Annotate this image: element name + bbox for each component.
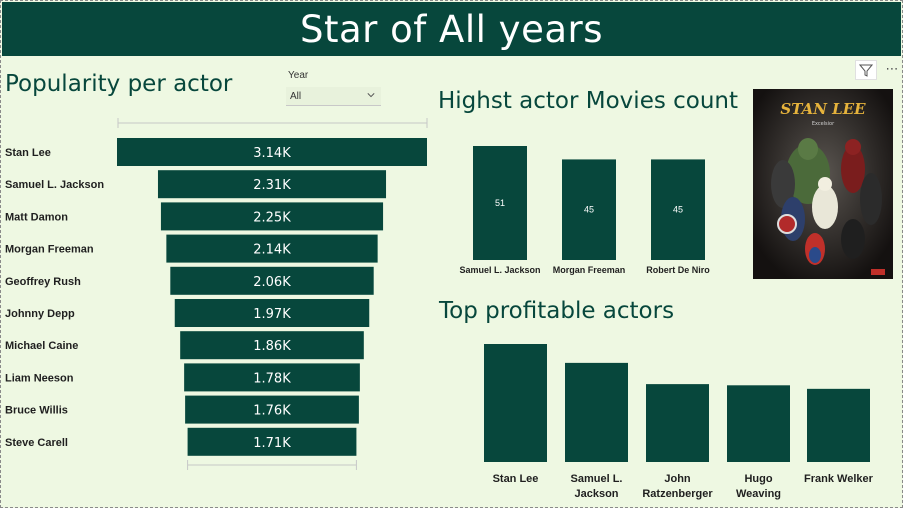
page-title: Star of All years [299, 7, 604, 51]
movies-count-bar[interactable] [562, 159, 616, 260]
funnel-data-label: 2.31K [253, 178, 291, 193]
funnel-category-label: Johnny Depp [5, 308, 75, 320]
movies-count-data-label: 45 [584, 205, 594, 215]
header-banner: Star of All years [2, 2, 901, 56]
profitable-bar[interactable] [646, 384, 709, 462]
visual-header-toolbar: ⋯ [855, 60, 903, 80]
funnel-category-label: Steve Carell [5, 437, 68, 449]
funnel-bar[interactable] [184, 363, 360, 392]
profitable-category-label: Samuel L. [571, 473, 623, 485]
more-options-icon: ⋯ [885, 62, 899, 77]
chevron-down-icon [367, 93, 375, 98]
stan-lee-poster-image: STAN LEE Excelsior [753, 89, 893, 279]
poster-subtitle: Excelsior [812, 121, 835, 127]
funnel-bar[interactable] [180, 331, 364, 360]
funnel-bar[interactable] [160, 202, 384, 231]
funnel-bar[interactable] [185, 395, 359, 424]
movies-count-category-label: Robert De Niro [646, 265, 710, 275]
movies-count-chart-title: Highst actor Movies count [438, 88, 739, 114]
funnel-data-label: 1.71K [253, 436, 291, 451]
funnel-category-label: Morgan Freeman [5, 244, 94, 256]
profitable-bar[interactable] [484, 344, 547, 462]
funnel-data-label: 1.78K [253, 371, 291, 386]
movies-count-data-label: 51 [495, 198, 505, 208]
funnel-bar[interactable] [187, 427, 357, 456]
poster-title: STAN LEE [780, 100, 866, 118]
funnel-data-label: 1.97K [253, 307, 291, 322]
movies-count-bar[interactable] [473, 146, 527, 260]
movies-count-category-label: Samuel L. Jackson [459, 265, 540, 275]
profitable-category-label: Stan Lee [493, 473, 539, 485]
profitable-bar[interactable] [727, 385, 790, 462]
funnel-bar[interactable] [174, 299, 370, 327]
profitable-bar-chart: Stan Lee Samuel L. Jackson John Ratzenberger… [484, 344, 874, 500]
profitable-category-label: Weaving [736, 488, 781, 500]
funnel-bar[interactable] [170, 266, 374, 295]
movies-count-bar[interactable] [651, 159, 705, 260]
filter-icon [859, 64, 873, 77]
profitable-bar[interactable] [565, 362, 628, 462]
funnel-category-label: Michael Caine [5, 340, 78, 352]
more-options-button[interactable]: ⋯ [881, 60, 903, 80]
movies-count-category-label: Morgan Freeman [553, 265, 626, 275]
funnel-category-label: Matt Damon [5, 211, 68, 223]
filter-button[interactable] [855, 60, 877, 80]
profitable-category-label: Hugo [744, 473, 772, 485]
funnel-data-label: 1.86K [253, 339, 291, 354]
funnel-data-label: 2.25K [253, 210, 291, 225]
funnel-category-label: Samuel L. Jackson [5, 179, 104, 191]
funnel-category-label: Stan Lee [5, 147, 51, 159]
profitable-category-label: John [664, 473, 691, 485]
profitable-category-label: Jackson [574, 488, 618, 500]
popularity-chart-title: Popularity per actor [5, 71, 233, 97]
funnel-data-label: 1.76K [253, 404, 291, 419]
profitable-bar[interactable] [807, 388, 870, 462]
movies-count-data-label: 45 [673, 205, 683, 215]
poster-illustration: STAN LEE Excelsior [753, 89, 893, 279]
profitable-chart-title: Top profitable actors [439, 298, 675, 324]
profitable-category-label: Frank Welker [804, 473, 874, 485]
funnel-data-label: 2.14K [253, 243, 291, 258]
year-slicer-dropdown[interactable]: All [286, 87, 381, 106]
funnel-bar[interactable] [157, 170, 387, 199]
profitable-category-label: Ratzenberger [642, 488, 713, 500]
funnel-category-label: Liam Neeson [5, 372, 74, 384]
funnel-bar[interactable] [117, 138, 427, 166]
funnel-category-label: Bruce Willis [5, 405, 68, 417]
funnel-data-label: 3.14K [253, 146, 291, 161]
funnel-bar[interactable] [166, 234, 378, 263]
movies-count-bar-chart: 51 Samuel L. Jackson 45 Morgan Freeman 45 Rob… [459, 146, 710, 275]
funnel-data-label: 2.06K [253, 275, 291, 290]
popularity-funnel-chart: 3.14K Stan Lee 2.31K Samuel L. Jackson 2.25K… [5, 118, 428, 470]
funnel-category-label: Geoffrey Rush [5, 276, 81, 288]
year-slicer-label: Year [288, 70, 309, 81]
year-slicer-value: All [290, 90, 302, 102]
